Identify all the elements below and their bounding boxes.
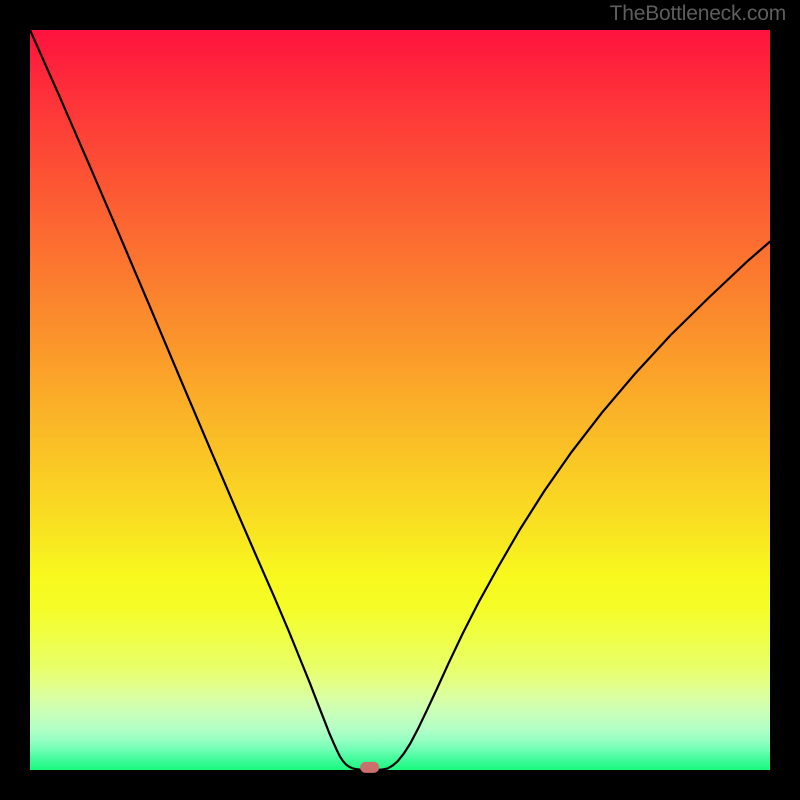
bottleneck-chart — [0, 0, 800, 800]
attribution-text: TheBottleneck.com — [610, 2, 786, 26]
chart-container: { "attribution": "TheBottleneck.com", "c… — [0, 0, 800, 800]
optimum-marker — [360, 762, 379, 773]
plot-background — [30, 30, 770, 770]
